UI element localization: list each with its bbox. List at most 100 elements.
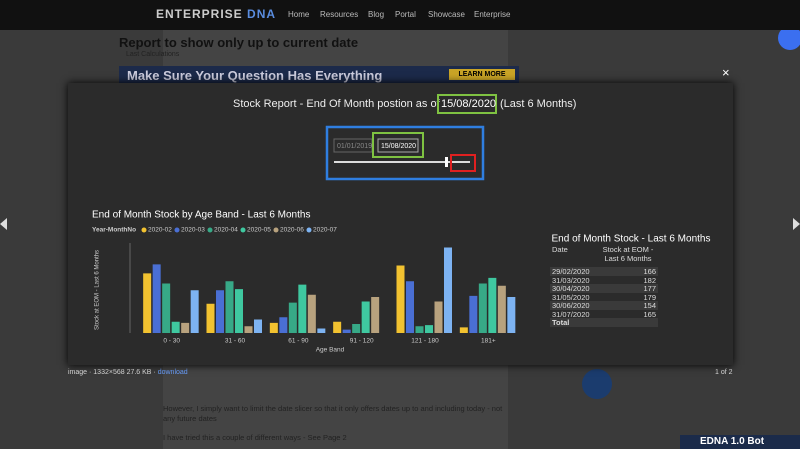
table-row: 30/04/2020 177 bbox=[550, 284, 658, 293]
total-row: Total bbox=[550, 318, 658, 327]
highlight-box bbox=[437, 94, 497, 114]
report-title: Stock Report - End Of Month postion as o… bbox=[233, 98, 441, 110]
x-tick-label: 121 - 180 bbox=[411, 338, 439, 345]
table-title: End of Month Stock - Last 6 Months bbox=[552, 234, 711, 245]
legend-title: Year-MonthNo bbox=[92, 227, 136, 234]
next-arrow[interactable] bbox=[793, 218, 800, 230]
bar bbox=[206, 303, 215, 333]
logo-text: DNA bbox=[247, 7, 277, 21]
caption-text: image · 1332×568 27.6 KB · bbox=[68, 369, 156, 376]
bar bbox=[444, 247, 452, 333]
scroll-button[interactable] bbox=[582, 369, 612, 399]
table-row: 31/07/2020 165 bbox=[550, 310, 658, 319]
bar bbox=[352, 324, 361, 333]
bar bbox=[225, 281, 234, 333]
legend-swatch bbox=[240, 227, 246, 233]
highlight-box bbox=[450, 154, 476, 172]
bar bbox=[342, 329, 351, 333]
bar bbox=[507, 297, 516, 333]
legend-label: 2020-03 bbox=[181, 227, 205, 234]
bar bbox=[396, 265, 405, 333]
cell: 154 bbox=[643, 301, 656, 310]
legend-swatch bbox=[141, 227, 147, 233]
logo-text: ENTERPRISE bbox=[156, 7, 243, 21]
x-tick-label: 61 - 90 bbox=[288, 338, 309, 345]
table-row: 31/05/2020 179 bbox=[550, 293, 658, 302]
bar bbox=[361, 301, 370, 333]
nav-link[interactable]: Enterprise bbox=[474, 10, 511, 19]
legend-swatch bbox=[207, 227, 213, 233]
x-axis-label: Age Band bbox=[316, 347, 345, 354]
table-body: 29/02/2020 166 31/03/2020 182 30/04/2020 177 3… bbox=[550, 267, 658, 327]
slicer-input[interactable] bbox=[377, 138, 419, 153]
nav-bar: ENTERPRISE DNA Home Resources Blog Porta… bbox=[0, 0, 800, 30]
cell: 177 bbox=[643, 284, 656, 293]
bar bbox=[469, 295, 478, 333]
bar bbox=[288, 302, 297, 333]
cell: 31/03/2020 bbox=[552, 275, 590, 285]
paragraph: However, I simply want to limit the date… bbox=[163, 404, 503, 423]
logo[interactable]: ENTERPRISE DNA bbox=[156, 7, 276, 21]
cell: 165 bbox=[643, 309, 656, 319]
report-date: 15/08/2020 bbox=[441, 98, 496, 110]
bar bbox=[488, 277, 497, 333]
legend-label: 2020-07 bbox=[313, 227, 337, 234]
legend-swatch bbox=[273, 227, 279, 233]
bar bbox=[317, 328, 326, 333]
legend-label: 2020-02 bbox=[148, 227, 172, 234]
cell: 30/04/2020 bbox=[552, 284, 590, 293]
bar bbox=[298, 284, 307, 333]
legend-swatch bbox=[306, 227, 312, 233]
cell: 31/05/2020 bbox=[552, 292, 590, 302]
bar bbox=[190, 290, 199, 333]
table-header: Date Stock at EOM - Last 6 Months bbox=[550, 245, 658, 267]
bar bbox=[425, 325, 433, 333]
nav-link[interactable]: Resources bbox=[320, 10, 359, 19]
bar bbox=[143, 273, 152, 333]
table-row: 30/06/2020 154 bbox=[550, 301, 658, 310]
bar bbox=[406, 281, 414, 333]
nav-link[interactable]: Showcase bbox=[428, 10, 465, 19]
download-link[interactable]: download bbox=[157, 369, 188, 376]
bar bbox=[181, 322, 190, 333]
report-title-suffix: (Last 6 Months) bbox=[500, 98, 576, 110]
bar bbox=[478, 283, 487, 333]
nav-link[interactable]: Blog bbox=[368, 10, 385, 19]
cell: Total bbox=[552, 318, 570, 327]
cell: 166 bbox=[643, 267, 656, 276]
nav-link[interactable]: Portal bbox=[395, 10, 416, 19]
legend-label: 2020-05 bbox=[247, 227, 271, 234]
slicer-end: 15/08/2020 bbox=[381, 143, 416, 150]
image-caption: image · 1332×568 27.6 KB · download bbox=[68, 369, 188, 376]
cell: 179 bbox=[643, 292, 656, 302]
bar bbox=[171, 321, 180, 333]
post-title: Report to show only up to current date bbox=[119, 35, 359, 50]
slicer-start: 01/01/2019 bbox=[337, 143, 372, 150]
legend-swatch bbox=[174, 227, 180, 233]
bar bbox=[235, 289, 243, 333]
header-cell: Date bbox=[552, 245, 568, 254]
x-tick-label: 31 - 60 bbox=[225, 338, 246, 345]
cell: 30/06/2020 bbox=[552, 301, 590, 310]
paragraph: I have tried this a couple of different … bbox=[163, 433, 347, 442]
header-cell: Stock at EOM - Last 6 Months bbox=[602, 245, 654, 263]
bot-badge[interactable]: EDNA 1.0 Bot bbox=[680, 435, 800, 449]
prev-arrow[interactable] bbox=[0, 218, 7, 230]
bar bbox=[162, 283, 171, 333]
cell: 31/07/2020 bbox=[552, 309, 590, 319]
legend-label: 2020-06 bbox=[280, 227, 304, 234]
close-button[interactable]: × bbox=[722, 65, 730, 80]
cell: 182 bbox=[643, 275, 656, 285]
banner-text: Make Sure Your Question Has Everything bbox=[127, 68, 383, 83]
nav-link[interactable]: Home bbox=[288, 10, 310, 19]
highlight-box bbox=[372, 132, 424, 158]
notification-button[interactable] bbox=[778, 26, 800, 50]
table-row: 31/03/2020 182 bbox=[550, 276, 658, 285]
highlight-box bbox=[325, 125, 485, 181]
table-row: 29/02/2020 166 bbox=[550, 267, 658, 276]
banner[interactable]: Make Sure Your Question Has Everything L… bbox=[119, 66, 519, 83]
slicer-handle[interactable] bbox=[445, 157, 448, 167]
banner-button[interactable]: LEARN MORE bbox=[449, 69, 515, 80]
bar bbox=[415, 326, 424, 333]
